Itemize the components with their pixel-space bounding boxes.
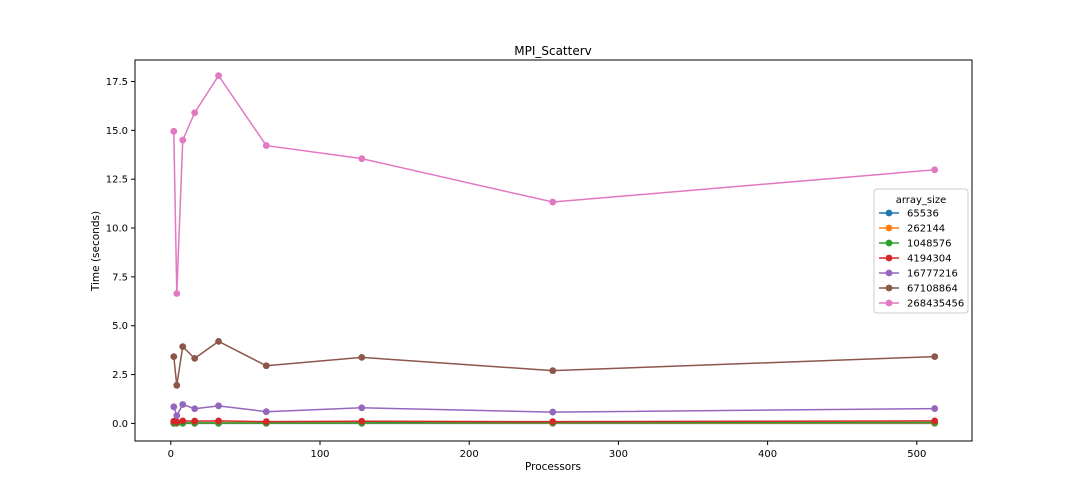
data-point	[358, 417, 366, 425]
legend-swatch-marker	[885, 269, 893, 277]
data-point	[215, 337, 222, 345]
data-point	[215, 417, 222, 425]
legend-label: 67108864	[907, 284, 958, 295]
legend-title: array_size	[896, 195, 947, 206]
data-point	[215, 402, 222, 410]
y-tick-label: 17.5	[106, 77, 128, 88]
y-tick-label: 10.0	[106, 224, 128, 235]
legend-swatch-marker	[885, 299, 893, 307]
data-point	[931, 417, 939, 425]
legend-label: 262144	[907, 224, 945, 235]
legend-swatch-marker	[885, 284, 893, 292]
legend-item: 262144	[879, 224, 945, 235]
y-tick-label: 7.5	[112, 272, 128, 283]
data-point	[173, 412, 181, 419]
data-point	[170, 127, 178, 135]
legend-item: 268435456	[879, 299, 964, 310]
data-point	[215, 72, 222, 80]
legend-item: 67108864	[879, 284, 958, 295]
legend: array_size 65536 262144 1048576 4194304 1677…	[873, 188, 969, 314]
data-point	[262, 418, 270, 426]
legend-item: 1048576	[879, 239, 952, 250]
series-67108864	[170, 337, 939, 389]
legend-label: 16777216	[907, 269, 958, 280]
y-tick-label: 15.0	[106, 126, 128, 137]
data-point	[170, 353, 178, 360]
legend-swatch-marker	[885, 209, 893, 217]
series-16777216	[170, 401, 939, 419]
legend-swatch-marker	[885, 224, 893, 232]
legend-swatch-marker	[885, 254, 893, 262]
data-point	[191, 109, 199, 117]
x-axis-label: Processors	[525, 461, 581, 473]
data-point	[549, 367, 557, 375]
legend-entries: 65536 262144 1048576 4194304 16777216 6710886…	[879, 209, 964, 310]
legend-label: 65536	[907, 209, 939, 220]
data-point	[179, 136, 187, 144]
y-tick-label: 5.0	[112, 321, 128, 332]
data-point	[262, 362, 270, 370]
data-point	[179, 343, 187, 351]
series-268435456	[170, 72, 939, 297]
data-point	[931, 353, 939, 360]
data-point	[549, 408, 557, 416]
legend-label: 268435456	[907, 299, 964, 310]
legend-label: 4194304	[907, 254, 952, 265]
x-tick-label: 100	[310, 449, 329, 460]
data-point	[170, 403, 178, 411]
plot-area	[170, 72, 939, 427]
y-tick-label: 0.0	[112, 419, 128, 430]
legend-box	[873, 188, 969, 314]
data-point	[358, 155, 366, 163]
data-point	[931, 166, 939, 174]
data-point	[191, 405, 199, 413]
legend-item: 4194304	[879, 254, 952, 265]
x-tick-label: 500	[907, 449, 926, 460]
data-point	[179, 417, 187, 425]
data-point	[262, 408, 270, 416]
y-axis-label: Time (seconds)	[90, 211, 102, 292]
data-point	[173, 290, 181, 297]
series-4194304	[170, 417, 939, 426]
data-point	[191, 354, 199, 362]
data-point	[549, 418, 557, 426]
legend-label: 1048576	[907, 239, 952, 250]
data-point	[262, 142, 270, 149]
x-tick-label: 200	[460, 449, 479, 460]
data-point	[358, 404, 366, 412]
data-point	[173, 381, 181, 389]
plot-frame	[134, 59, 973, 442]
x-tick-label: 0	[168, 449, 174, 460]
data-point	[931, 405, 939, 412]
chart-title: MPI_Scatterv	[514, 44, 592, 58]
legend-item: 65536	[879, 209, 939, 220]
data-point	[358, 353, 366, 361]
data-point	[179, 401, 187, 408]
y-axis: 0.0 2.5 5.0 7.5 10.0 12.5 15.0 17.5	[106, 77, 135, 430]
data-point	[549, 198, 557, 206]
y-tick-label: 12.5	[106, 175, 128, 186]
y-tick-label: 2.5	[112, 370, 128, 381]
legend-item: 16777216	[879, 269, 958, 280]
x-axis: 0 100 200 300 400 500	[168, 441, 926, 460]
legend-swatch-marker	[885, 239, 893, 247]
x-tick-label: 400	[758, 449, 777, 460]
data-point	[191, 417, 199, 425]
data-point	[173, 418, 181, 426]
x-tick-label: 300	[609, 449, 628, 460]
